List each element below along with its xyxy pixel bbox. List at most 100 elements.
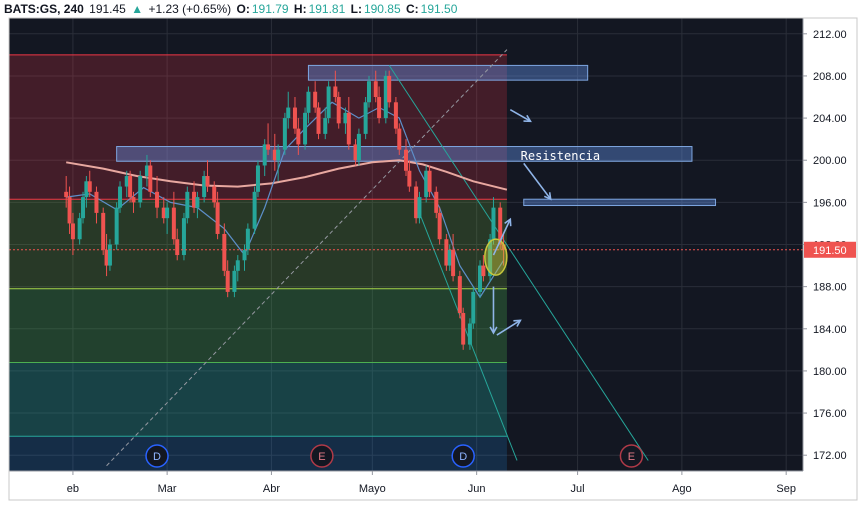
candle-body (181, 218, 186, 256)
highlight-ellipse (484, 238, 508, 276)
candle-body (447, 249, 452, 266)
candle-body (232, 270, 237, 292)
time-tick-label: eb (67, 483, 79, 495)
candle-body (192, 191, 197, 208)
time-tick-label: Sep (776, 483, 796, 495)
price-tick-label: 176.00 (813, 408, 847, 420)
candle-body (326, 86, 331, 119)
candle-body (276, 149, 281, 161)
candle-body (77, 218, 82, 240)
candle-body (316, 107, 321, 134)
time-tick-label: Mar (158, 483, 177, 495)
candle-body (114, 207, 119, 245)
candle-body (171, 207, 176, 240)
candle-body (424, 170, 429, 198)
annotation-arrow-head (489, 326, 498, 335)
fib-zone (9, 362, 507, 437)
candle-body (286, 107, 291, 119)
candle-body (306, 91, 311, 113)
candle-body (437, 212, 442, 240)
time-tick-label: Mayo (359, 483, 386, 495)
candle-body (242, 249, 247, 261)
last-price-badge-label: 191.50 (813, 245, 847, 257)
fib-zone (9, 436, 507, 471)
close-value: 191.50 (420, 2, 458, 16)
candle-body (333, 86, 338, 98)
candle-body (101, 212, 106, 250)
candle-body (64, 191, 69, 198)
annotation-arrow-head (543, 192, 552, 201)
annotation-arrow-head (523, 114, 532, 123)
price-tick-label: 180.00 (813, 366, 847, 378)
dividend-marker (451, 444, 475, 468)
candle-body (407, 170, 412, 187)
candle-body (138, 176, 143, 203)
time-tick-label: Jul (571, 483, 585, 495)
fib-zone (9, 199, 507, 289)
resistance-zone (307, 64, 589, 81)
candle-body (292, 107, 297, 129)
candle-body (222, 233, 227, 271)
moving-average-line (66, 159, 508, 191)
candle-body (205, 176, 210, 187)
candle-body (404, 149, 408, 171)
candle-body (377, 97, 382, 119)
change-value: +1.23 (+0.65%) (148, 2, 232, 16)
last-price-badge (804, 241, 856, 258)
resistance-annotation: Resistencia (521, 149, 600, 163)
candle-body (202, 176, 207, 198)
candle-body (148, 165, 153, 192)
candle-body (387, 75, 392, 103)
candle-body (87, 181, 92, 192)
resistance-zone (523, 198, 717, 207)
candle-body (296, 128, 301, 145)
time-tick-label: Ago (672, 483, 692, 495)
candle-body (195, 197, 200, 208)
event-marker-label: E (628, 451, 635, 463)
candle-body (451, 249, 456, 277)
trend-line (106, 49, 508, 467)
candle-body (303, 112, 308, 145)
annotation-arrow-head (513, 319, 522, 327)
candle-body (104, 249, 109, 266)
candle-body (131, 197, 136, 203)
candle-body (373, 81, 378, 98)
candle-body (356, 133, 361, 161)
open-label: O: (236, 2, 250, 16)
annotation-arrow (496, 319, 521, 336)
candle-body (346, 112, 351, 145)
candle-body (282, 118, 287, 150)
candle-body (84, 181, 89, 198)
candle-body (272, 149, 277, 161)
candle-body (417, 197, 422, 219)
high-value: 191.81 (308, 2, 346, 16)
candle-body (363, 102, 368, 134)
low-label: L: (350, 2, 362, 16)
candle-body (383, 75, 388, 119)
candle-body (215, 202, 220, 234)
candle-body (107, 244, 112, 266)
candle-body (481, 265, 486, 277)
earnings-marker (310, 444, 334, 468)
candle-body (118, 186, 123, 208)
candle-body (498, 207, 503, 245)
chart-frame (8, 17, 858, 501)
event-marker-label: D (153, 451, 161, 463)
open-value: 191.79 (251, 2, 289, 16)
candle-body (393, 102, 398, 129)
candle-body (488, 239, 493, 277)
candle-body (94, 191, 99, 213)
dividend-marker (145, 444, 169, 468)
symbol-label[interactable]: BATS:GS, 240 (4, 2, 84, 16)
candle-body (81, 197, 86, 219)
low-value: 190.85 (363, 2, 401, 16)
candle-body (397, 128, 402, 150)
annotation-arrow (492, 218, 512, 256)
candle-body (313, 91, 318, 108)
candle-body (501, 244, 506, 250)
symbol-header: BATS:GS, 240 191.45 ▲ +1.23 (+0.65%) O: 1… (4, 1, 459, 17)
candle-body (491, 207, 496, 240)
candle-body (262, 144, 267, 166)
annotation-arrow-head (504, 217, 512, 227)
